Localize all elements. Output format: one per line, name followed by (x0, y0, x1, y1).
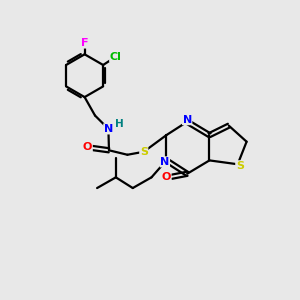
Text: N: N (160, 157, 170, 167)
Text: S: S (140, 147, 148, 157)
Text: F: F (81, 38, 88, 48)
Text: H: H (115, 118, 124, 128)
Text: O: O (83, 142, 92, 152)
Text: S: S (236, 161, 244, 171)
Text: Cl: Cl (110, 52, 122, 62)
Text: N: N (104, 124, 113, 134)
Text: N: N (182, 115, 192, 125)
Text: O: O (162, 172, 171, 182)
